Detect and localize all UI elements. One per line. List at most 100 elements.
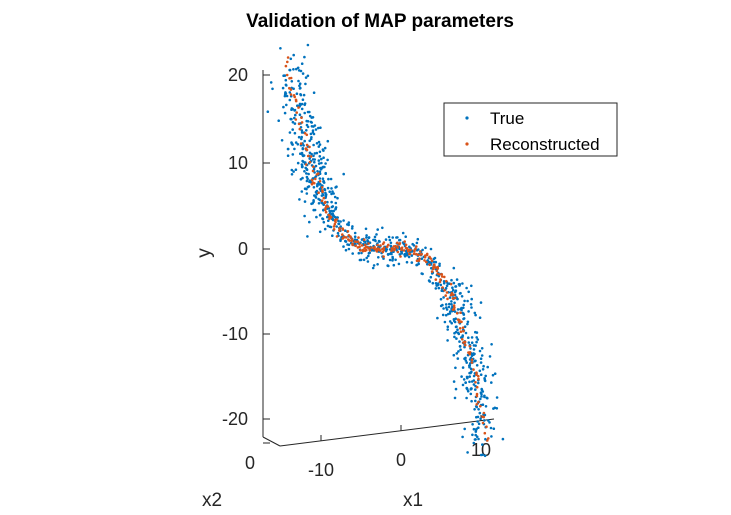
true-point <box>329 177 333 181</box>
true-point <box>304 76 308 79</box>
true-point <box>344 240 348 243</box>
true-point <box>461 435 464 439</box>
reconstructed-point <box>305 133 309 137</box>
true-point <box>481 368 485 371</box>
reconstructed-point <box>412 252 416 256</box>
reconstructed-point <box>486 439 489 442</box>
true-point <box>291 120 295 124</box>
true-point <box>304 166 308 170</box>
true-point <box>296 104 299 107</box>
true-point <box>284 78 288 82</box>
true-point <box>373 238 377 242</box>
true-point <box>469 388 473 391</box>
true-point <box>319 126 322 129</box>
reconstructed-point <box>432 267 435 271</box>
true-point <box>308 220 311 224</box>
legend-label-reconstructed: Reconstructed <box>490 135 600 154</box>
true-point <box>388 252 392 256</box>
true-point <box>471 423 474 426</box>
true-point <box>389 241 393 245</box>
reconstructed-point <box>430 259 434 263</box>
true-point <box>315 189 319 193</box>
true-point <box>490 435 493 438</box>
true-point <box>294 141 298 144</box>
true-point <box>342 219 345 222</box>
true-point <box>286 154 290 157</box>
x1-ticks: -10 0 10 <box>308 415 491 480</box>
true-point <box>474 428 478 431</box>
reconstructed-point <box>438 280 442 284</box>
true-point <box>460 375 463 378</box>
reconstructed-point <box>323 201 327 205</box>
true-point <box>312 199 315 202</box>
true-point <box>450 303 453 306</box>
true-point <box>470 297 474 301</box>
true-point <box>269 81 273 84</box>
true-point <box>298 84 301 88</box>
true-point <box>281 86 285 90</box>
reconstructed-point <box>332 228 336 231</box>
true-point <box>484 405 488 408</box>
y-axis-label: y <box>194 248 215 258</box>
true-point <box>463 427 467 431</box>
true-point <box>452 281 456 285</box>
true-point <box>452 353 456 357</box>
reconstructed-point <box>477 400 480 404</box>
true-point <box>279 47 282 50</box>
reconstructed-point <box>462 329 465 333</box>
true-point <box>457 350 460 353</box>
true-point <box>351 225 354 228</box>
reconstructed-point <box>451 297 455 300</box>
true-point <box>290 107 294 110</box>
true-point <box>298 113 302 116</box>
true-point <box>467 310 470 313</box>
reconstructed-point <box>370 246 373 249</box>
true-point <box>376 228 380 231</box>
true-point <box>322 209 325 212</box>
true-point <box>294 168 298 171</box>
true-point <box>448 296 452 299</box>
true-point <box>283 94 287 98</box>
true-point <box>292 68 295 71</box>
reconstructed-point <box>432 263 436 266</box>
true-point <box>491 373 495 377</box>
reconstructed-point <box>418 257 421 261</box>
true-point <box>300 190 304 193</box>
true-point <box>474 388 477 391</box>
true-point <box>301 98 305 101</box>
true-point <box>308 180 311 184</box>
reconstructed-point <box>286 56 290 59</box>
true-point <box>448 320 452 323</box>
true-point <box>446 325 450 329</box>
true-point <box>472 353 475 357</box>
reconstructed-point <box>470 361 474 364</box>
reconstructed-point <box>304 163 308 166</box>
true-point <box>465 286 468 290</box>
reconstructed-point <box>475 403 479 406</box>
reconstructed-point <box>429 257 433 260</box>
true-point <box>440 289 444 293</box>
true-point <box>384 249 388 253</box>
true-point <box>319 213 322 217</box>
reconstructed-point <box>483 431 487 435</box>
true-point <box>454 317 458 321</box>
reconstructed-point <box>440 273 444 276</box>
reconstructed-point <box>458 319 461 322</box>
true-point <box>350 227 354 230</box>
true-point <box>446 339 449 342</box>
true-point <box>495 407 499 410</box>
true-point <box>455 278 459 281</box>
reconstructed-point <box>400 248 403 252</box>
true-point <box>372 264 376 267</box>
reconstructed-point <box>475 371 478 375</box>
true-point <box>475 336 479 339</box>
true-point <box>433 256 437 260</box>
true-point <box>360 251 363 255</box>
true-point <box>420 257 424 261</box>
true-point <box>310 136 313 139</box>
reconstructed-point <box>317 191 320 194</box>
true-point <box>387 235 391 239</box>
true-point <box>455 325 458 329</box>
true-point <box>293 147 296 151</box>
reconstructed-point <box>446 297 449 301</box>
